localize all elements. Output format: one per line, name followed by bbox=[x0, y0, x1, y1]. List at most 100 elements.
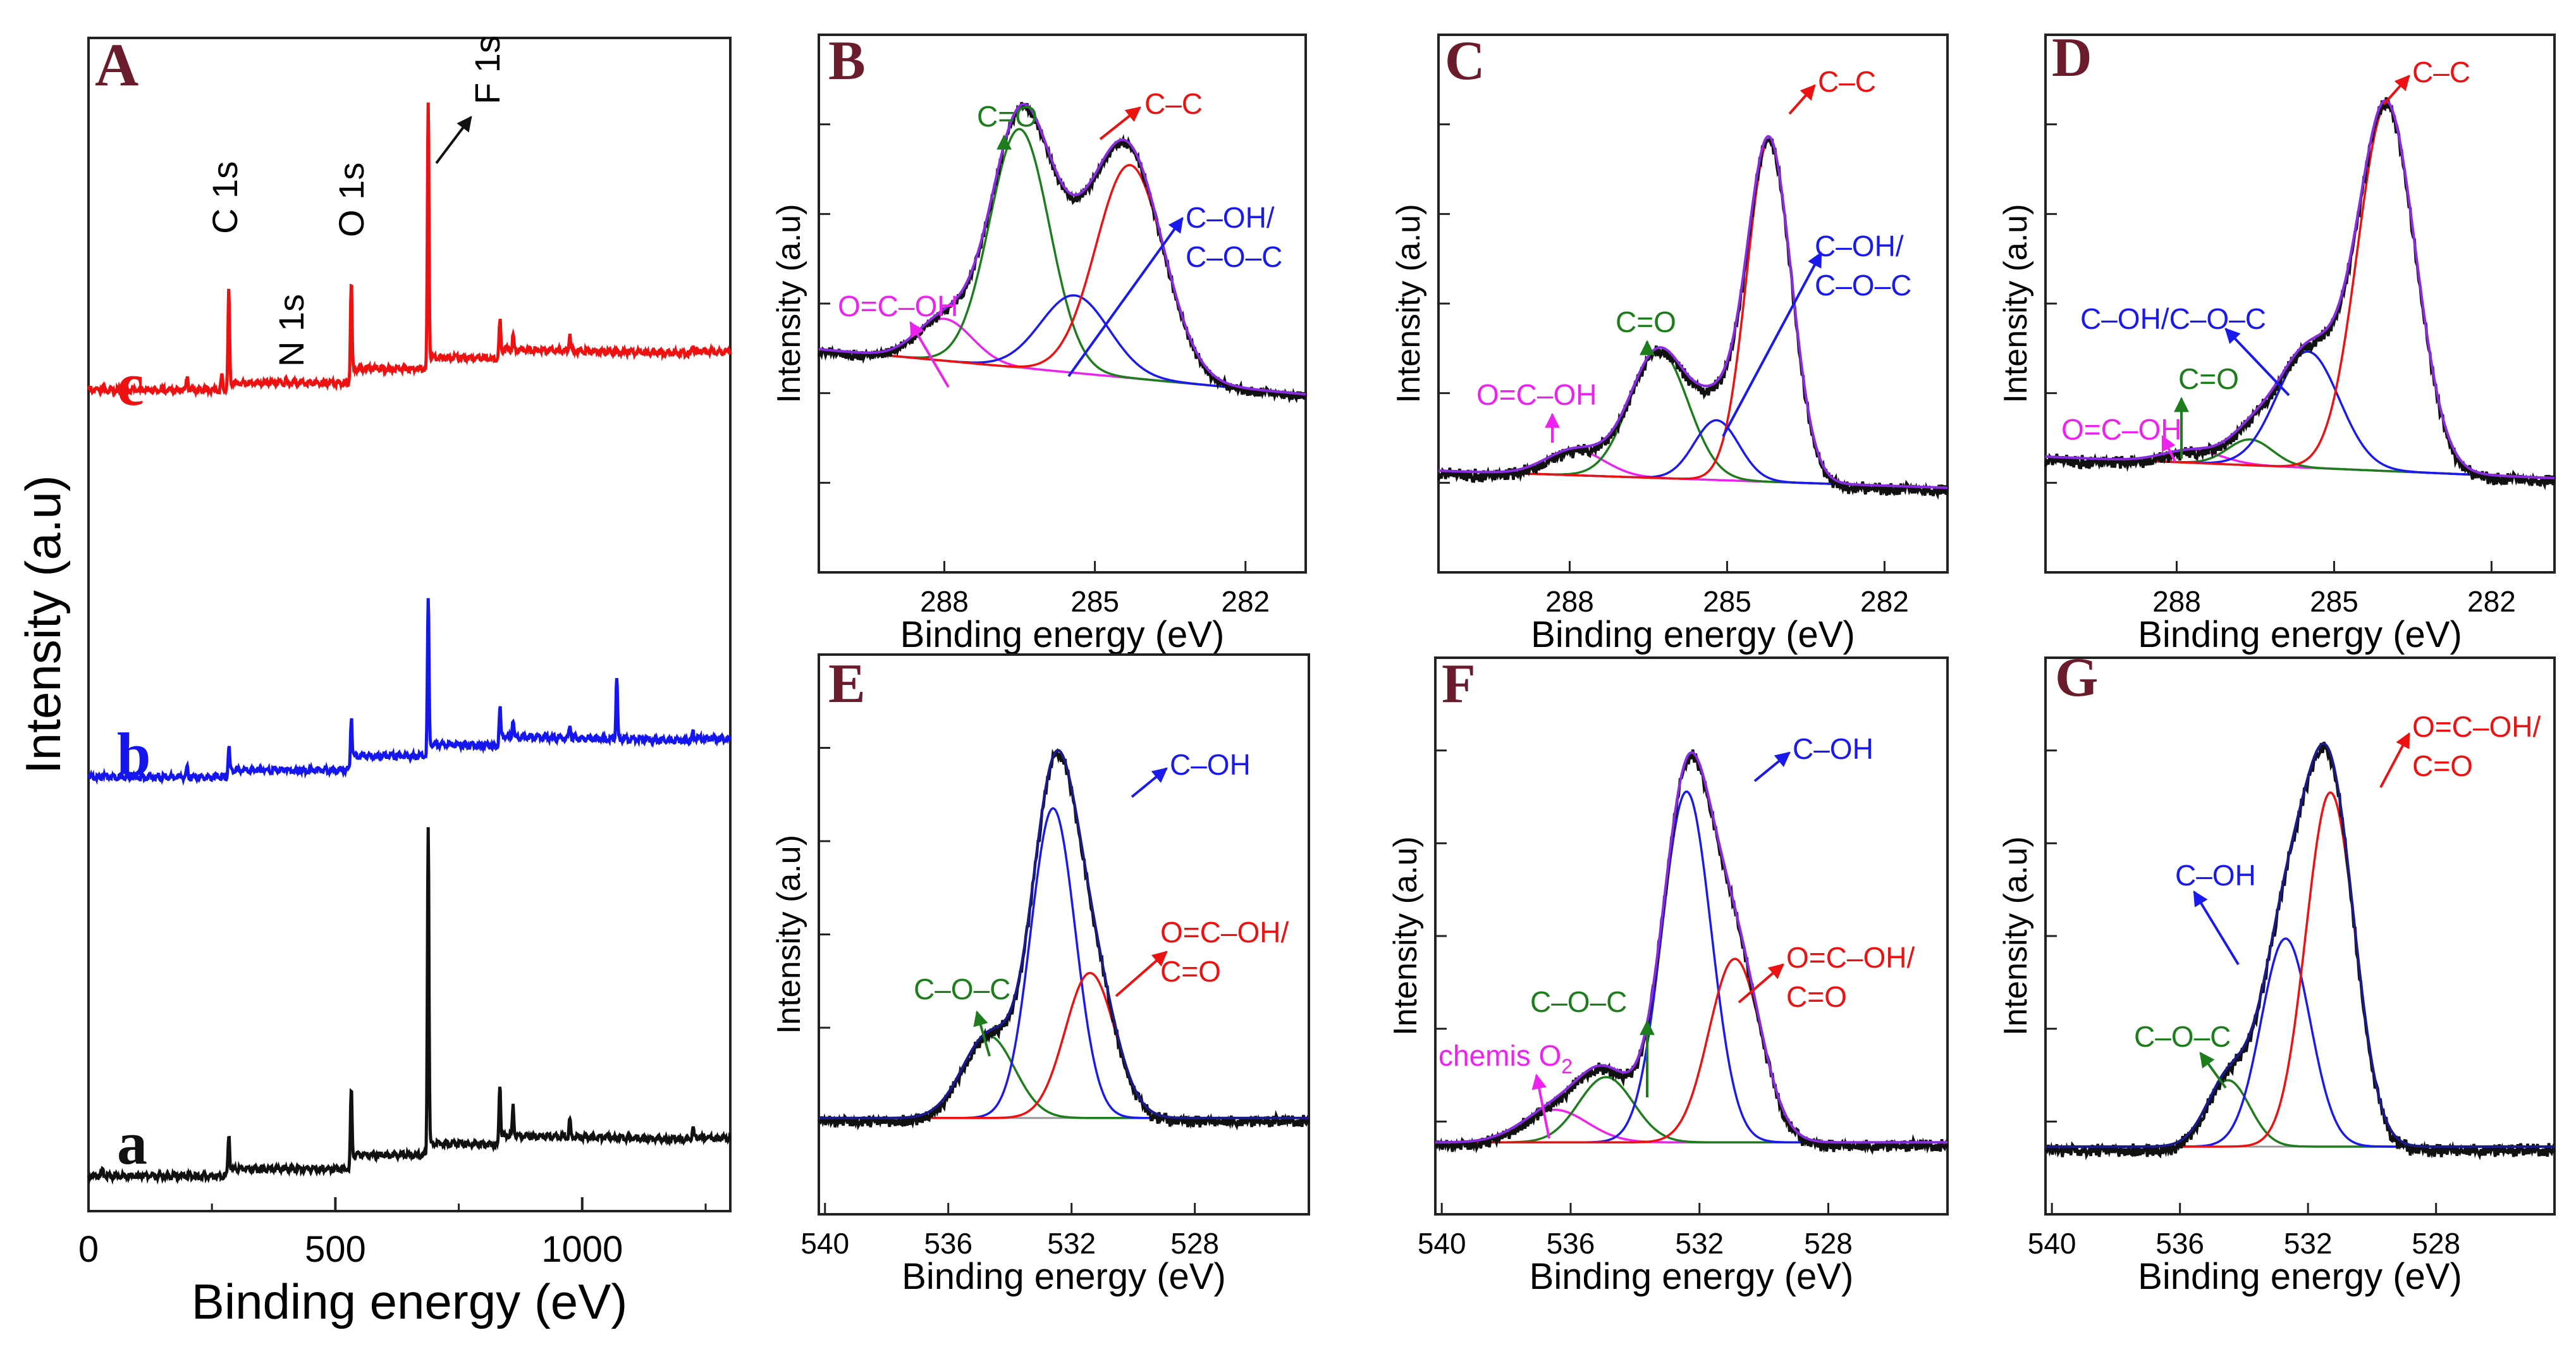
annotation-label: C–OH bbox=[1170, 748, 1251, 781]
panel-letter: G bbox=[2055, 647, 2098, 708]
x-tick-label: 532 bbox=[1675, 1227, 1724, 1260]
annotation-label: chemis O2 bbox=[1438, 1039, 1573, 1078]
annotation-label-line2: C–O–C bbox=[1186, 240, 1282, 273]
annotation-arrow bbox=[1067, 217, 1184, 378]
y-axis-label: Intensity (a.u) bbox=[771, 204, 807, 403]
annotation-label: C–OH/ bbox=[1186, 201, 1275, 234]
annotation-label: C–O–C bbox=[2134, 1020, 2231, 1053]
x-tick-label: 532 bbox=[2284, 1227, 2333, 1260]
y-axis-label: Intensity (a.u) bbox=[1390, 204, 1427, 403]
envelope-line bbox=[1438, 135, 1947, 490]
annotation-arrow bbox=[1788, 84, 1816, 115]
x-axis-label: Binding energy (eV) bbox=[902, 1256, 1226, 1297]
y-axis-label: Intensity (a.u) bbox=[15, 475, 71, 774]
annotation-arrow bbox=[2379, 732, 2410, 788]
component-line bbox=[2045, 1079, 2555, 1148]
y-axis-label: Intensity (a.u) bbox=[1997, 836, 2034, 1035]
annotation-label: C=O bbox=[1616, 305, 1676, 338]
annotation-arrow bbox=[2224, 328, 2290, 397]
envelope-line bbox=[819, 749, 1309, 1119]
annotation-label: C=O bbox=[977, 100, 1038, 133]
envelope-line bbox=[2045, 99, 2555, 479]
annotation-arrow bbox=[973, 1010, 991, 1057]
survey-line-a bbox=[87, 827, 732, 1185]
annotation-arrow bbox=[1099, 106, 1141, 140]
x-axis-label: Binding energy (eV) bbox=[900, 614, 1225, 655]
x-axis-label: Binding energy (eV) bbox=[2138, 614, 2462, 655]
x-axis-label: Binding energy (eV) bbox=[1531, 614, 1855, 655]
series-label-b: b bbox=[117, 720, 150, 788]
peak-label: O 1s bbox=[331, 163, 371, 237]
x-tick-label: 532 bbox=[1047, 1227, 1096, 1260]
series-label-c: c bbox=[117, 350, 144, 418]
x-tick-label: 282 bbox=[1221, 585, 1270, 618]
annotation-label: C–O–C bbox=[1530, 985, 1627, 1018]
annotation-label: C–C bbox=[1818, 65, 1876, 98]
annotation-label: O=C–OH bbox=[1476, 378, 1597, 411]
x-tick-label: 536 bbox=[2156, 1227, 2204, 1260]
annotation-arrow bbox=[1722, 251, 1822, 437]
peak-label: C 1s bbox=[205, 161, 245, 234]
annotation-arrow bbox=[2193, 890, 2240, 966]
x-tick-label: 288 bbox=[1545, 585, 1594, 618]
panel-letter: F bbox=[1442, 653, 1476, 715]
panel-letter: C bbox=[1445, 30, 1485, 92]
survey-line-b bbox=[87, 598, 732, 786]
annotation-label: C–C bbox=[1144, 87, 1203, 120]
component-line bbox=[1438, 139, 1947, 489]
component-line bbox=[819, 1034, 1309, 1119]
component-line bbox=[818, 164, 1306, 396]
panel-letter: D bbox=[2052, 27, 2092, 89]
x-tick-label: 536 bbox=[1547, 1227, 1595, 1260]
component-line bbox=[1435, 1108, 1947, 1144]
x-tick-label: 528 bbox=[1170, 1227, 1219, 1260]
annotation-label: O=C–OH/ bbox=[2412, 710, 2541, 743]
envelope-line bbox=[818, 102, 1306, 396]
x-tick-label: 0 bbox=[78, 1229, 99, 1270]
annotation-label-line2: C=O bbox=[2412, 749, 2473, 782]
component-line bbox=[819, 971, 1309, 1119]
x-axis-label: Binding energy (eV) bbox=[192, 1274, 627, 1329]
x-tick-label: 536 bbox=[924, 1227, 972, 1260]
annotation-label: C–OH bbox=[2175, 859, 2256, 892]
annotation-arrow bbox=[2161, 434, 2176, 462]
raw-spectrum-line bbox=[1434, 749, 1949, 1155]
annotation-label-line2: C=O bbox=[1786, 980, 1847, 1013]
annotation-label-line2: C=O bbox=[1160, 955, 1221, 988]
x-tick-label: 528 bbox=[2412, 1227, 2460, 1260]
x-tick-label: 288 bbox=[2152, 585, 2201, 618]
x-tick-label: 285 bbox=[1070, 585, 1119, 618]
component-line bbox=[2045, 937, 2555, 1148]
annotation-label: C=O bbox=[2178, 362, 2239, 395]
peak-label: F 1s bbox=[467, 35, 507, 104]
annotation-label: C–C bbox=[2412, 56, 2470, 89]
x-tick-label: 282 bbox=[1860, 585, 1909, 618]
x-tick-label: 540 bbox=[1418, 1227, 1466, 1260]
x-tick-label: 282 bbox=[2467, 585, 2516, 618]
annotation-arrow bbox=[2199, 1052, 2227, 1089]
annotation-label: O=C–OH/ bbox=[1786, 941, 1915, 974]
envelope-line bbox=[2045, 742, 2555, 1148]
raw-spectrum-line bbox=[817, 102, 1308, 403]
component-line bbox=[819, 807, 1309, 1119]
y-axis-label: Intensity (a.u) bbox=[771, 835, 807, 1034]
y-axis-label: Intensity (a.u) bbox=[1387, 836, 1424, 1035]
annotation-arrow bbox=[909, 321, 950, 388]
raw-spectrum-line bbox=[2044, 97, 2556, 491]
series-label-a: a bbox=[117, 1109, 147, 1177]
panel-letter: B bbox=[828, 30, 866, 92]
x-tick-label: 500 bbox=[305, 1229, 366, 1270]
annotation-label-line2: C–O–C bbox=[1815, 269, 1911, 302]
x-tick-label: 285 bbox=[1703, 585, 1751, 618]
x-axis-label: Binding energy (eV) bbox=[1530, 1256, 1854, 1297]
peak-label: N 1s bbox=[271, 294, 311, 367]
annotation-arrow bbox=[1738, 963, 1784, 1004]
panel-frame bbox=[1437, 34, 1949, 574]
annotation-arrow bbox=[2383, 75, 2410, 106]
